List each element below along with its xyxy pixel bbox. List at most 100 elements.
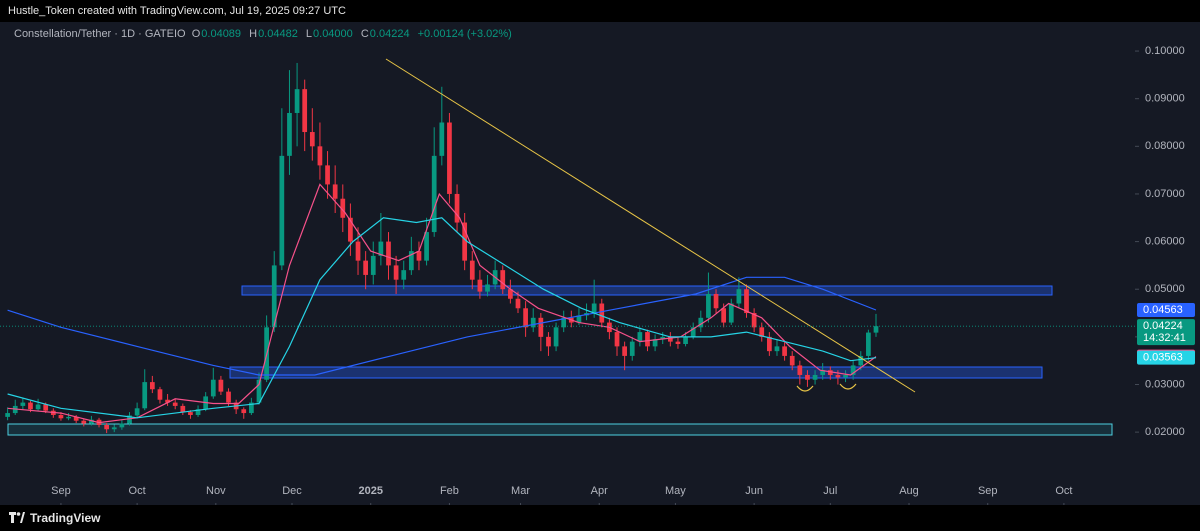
- candle-body: [28, 402, 33, 410]
- candle-body: [706, 293, 711, 318]
- arc-marker: [796, 385, 814, 392]
- candle-body: [789, 355, 795, 366]
- moving-average: [7, 217, 877, 419]
- candle-body: [401, 270, 407, 280]
- candle-body: [850, 365, 856, 375]
- candle-body: [279, 155, 285, 266]
- countdown: 14:32:41: [1143, 332, 1186, 344]
- candle-body: [43, 404, 49, 411]
- candle-body: [35, 404, 41, 410]
- candle-body: [348, 217, 353, 242]
- candle-body: [599, 303, 605, 323]
- x-tick-label: Dec: [282, 485, 302, 497]
- brand: TradingView: [30, 511, 101, 525]
- y-tick-label: 0.10000: [1145, 45, 1185, 57]
- candle-body: [782, 346, 787, 356]
- candle-body: [157, 389, 163, 400]
- candle-body: [256, 379, 262, 403]
- candle-body: [386, 241, 391, 266]
- candle-body: [271, 265, 277, 328]
- attribution: Hustle_Token created with TradingView.co…: [0, 0, 1200, 22]
- candle-body: [721, 308, 727, 323]
- candle-body: [439, 122, 445, 156]
- y-tick-label: 0.07000: [1145, 188, 1185, 200]
- candle-body: [447, 122, 452, 194]
- ohlc-value: 0.04000: [313, 28, 353, 40]
- candle-body: [66, 416, 71, 419]
- x-tick-label: May: [665, 485, 686, 497]
- candle-body: [728, 303, 734, 323]
- candle-body: [759, 327, 765, 337]
- symbol-legend: Constellation/Tether · 1D · GATEIO O0.04…: [14, 28, 517, 40]
- candle-body: [622, 346, 627, 356]
- candle-body: [111, 427, 117, 430]
- x-tick-label: Apr: [591, 485, 608, 497]
- candle-body: [431, 155, 437, 233]
- x-tick-label: 2025: [358, 485, 382, 497]
- price-tag: [1137, 350, 1195, 365]
- y-tick-label: 0.08000: [1145, 140, 1185, 152]
- candle-body: [355, 241, 361, 261]
- candle-body: [736, 289, 742, 304]
- moving-average: [7, 183, 877, 424]
- candle-body: [500, 270, 506, 290]
- candle-body: [149, 382, 155, 390]
- candle-body: [424, 232, 429, 261]
- candle-body: [576, 315, 582, 323]
- x-tick-label: Feb: [440, 485, 459, 497]
- candle-body: [538, 317, 544, 337]
- ohlc-value: 0.04482: [258, 28, 298, 40]
- x-tick-label: Jun: [745, 485, 763, 497]
- candle-body: [378, 241, 384, 256]
- candle-body: [767, 336, 772, 352]
- candle-body: [81, 420, 87, 424]
- candle-body: [751, 313, 757, 328]
- candle-body: [73, 416, 79, 421]
- candle-body: [508, 289, 513, 299]
- moving-average: [7, 276, 877, 376]
- candle-body: [134, 408, 140, 416]
- candle-body: [408, 251, 414, 271]
- x-tick-label: Oct: [129, 485, 146, 497]
- candle-body: [645, 332, 650, 347]
- candle-body: [629, 341, 635, 356]
- footer: TradingView: [0, 505, 1200, 531]
- candle-body: [393, 265, 399, 280]
- candle-body: [195, 409, 201, 415]
- candle-body: [873, 326, 879, 333]
- candle-body: [797, 365, 803, 375]
- x-tick-label: Nov: [206, 485, 226, 497]
- candle-body: [546, 336, 551, 347]
- candle-body: [667, 336, 673, 342]
- zone-box: [241, 285, 1053, 296]
- candle-body: [294, 89, 300, 113]
- candle-body: [416, 251, 422, 261]
- candle-body: [614, 332, 620, 347]
- price-tag-label: 0.03563: [1143, 352, 1183, 364]
- candle-body: [858, 355, 864, 366]
- candle-body: [713, 293, 719, 309]
- x-tick-label: Aug: [899, 485, 919, 497]
- candle-body: [469, 260, 475, 280]
- x-tick-label: Jul: [823, 485, 837, 497]
- ohlc-letter: O: [191, 28, 201, 40]
- ohlc-letter: L: [305, 28, 313, 40]
- candle-body: [340, 198, 346, 218]
- candle-body: [5, 413, 10, 417]
- candle-body: [515, 298, 521, 309]
- y-tick-label: 0.09000: [1145, 93, 1185, 105]
- candle-body: [180, 405, 186, 413]
- candle-body: [142, 382, 148, 409]
- candle-body: [843, 374, 848, 378]
- candle-body: [462, 222, 468, 261]
- candle-body: [683, 336, 688, 344]
- candle-body: [660, 336, 666, 340]
- candle-body: [835, 374, 841, 378]
- candle-body: [302, 89, 308, 133]
- brand-logo: [9, 512, 25, 523]
- x-tick-label: Oct: [1055, 485, 1072, 497]
- candle-body: [477, 279, 483, 292]
- ohlc-value: 0.04224: [369, 28, 410, 40]
- arc-marker: [839, 383, 857, 390]
